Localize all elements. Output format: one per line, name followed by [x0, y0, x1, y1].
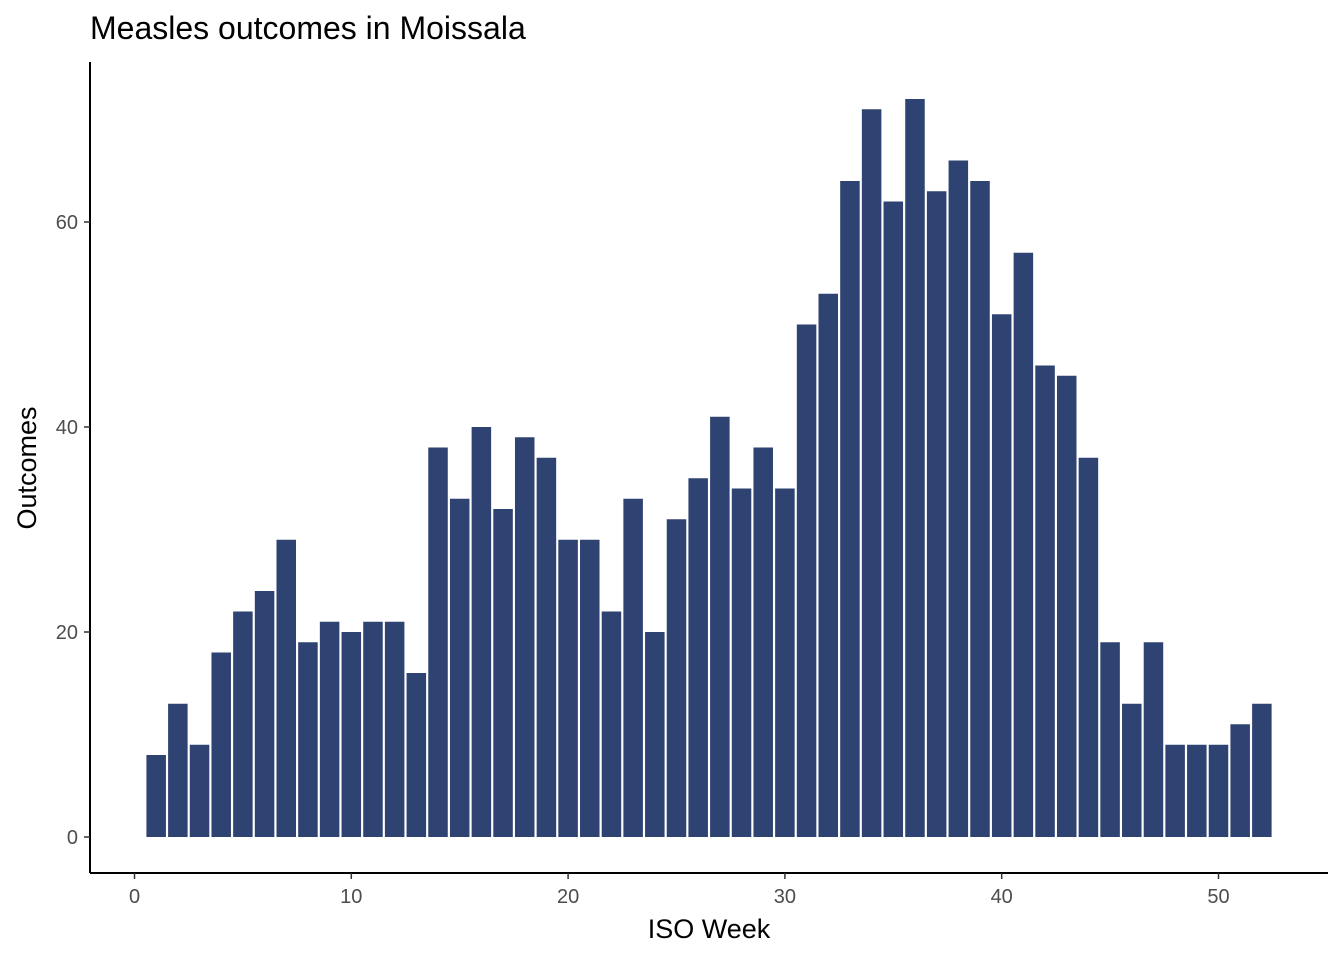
- bar-week-26: [688, 478, 708, 837]
- x-tick-label: 50: [1207, 886, 1229, 908]
- bar-week-46: [1122, 703, 1142, 837]
- bar-week-3: [189, 744, 210, 837]
- bar-week-13: [406, 673, 427, 837]
- bar-week-17: [493, 509, 513, 837]
- bar-week-10: [341, 632, 362, 837]
- bar-week-16: [471, 427, 492, 837]
- bar-week-9: [319, 621, 340, 837]
- bar-week-31: [796, 324, 817, 837]
- x-tick-label: 0: [129, 886, 140, 908]
- bar-week-7: [276, 539, 297, 837]
- bar-week-30: [775, 488, 795, 837]
- bar-week-41: [1013, 252, 1034, 837]
- bar-week-52: [1252, 703, 1272, 837]
- bar-week-11: [363, 621, 383, 837]
- bar-week-25: [666, 519, 687, 837]
- bar-week-42: [1035, 365, 1055, 837]
- axes-group: 0 10 20 30 40 50 0 20 40 60: [56, 62, 1328, 908]
- bar-week-12: [384, 621, 405, 837]
- y-tick-label: 40: [56, 417, 78, 439]
- bar-week-5: [233, 611, 253, 837]
- bar-week-33: [840, 181, 860, 837]
- bar-week-44: [1078, 457, 1099, 837]
- bars-group: [146, 99, 1272, 837]
- bar-week-50: [1208, 744, 1229, 837]
- bar-week-38: [948, 160, 969, 837]
- bar-week-28: [731, 488, 752, 837]
- x-tick-label: 30: [774, 886, 796, 908]
- bar-week-1: [146, 755, 166, 837]
- bar-week-4: [211, 652, 231, 837]
- bar-week-20: [558, 539, 578, 837]
- bar-week-14: [428, 447, 448, 837]
- bar-week-34: [861, 109, 882, 837]
- bar-week-8: [298, 642, 318, 837]
- bar-week-19: [536, 457, 557, 837]
- bar-week-22: [601, 611, 622, 837]
- bar-week-36: [905, 99, 925, 837]
- bar-week-48: [1165, 744, 1185, 837]
- bar-week-27: [710, 416, 730, 837]
- bar-week-24: [645, 632, 665, 837]
- bar-week-43: [1056, 375, 1077, 837]
- bar-week-37: [926, 191, 947, 837]
- y-tick-label: 60: [56, 212, 78, 234]
- bar-week-2: [168, 703, 188, 837]
- bar-week-32: [818, 293, 839, 837]
- bar-week-15: [449, 498, 470, 837]
- x-tick-label: 40: [991, 886, 1013, 908]
- y-axis-title: Outcomes: [12, 406, 42, 529]
- bar-week-51: [1230, 724, 1250, 837]
- y-tick-label: 0: [67, 827, 78, 849]
- bar-week-45: [1100, 642, 1120, 837]
- chart-title: Measles outcomes in Moissala: [90, 10, 526, 46]
- bar-week-40: [991, 314, 1012, 837]
- x-tick-label: 20: [557, 886, 579, 908]
- bar-week-47: [1143, 642, 1164, 837]
- bar-week-23: [623, 498, 643, 837]
- bar-week-39: [970, 181, 990, 837]
- bar-week-29: [753, 447, 773, 837]
- bar-week-6: [254, 591, 275, 837]
- x-axis-title: ISO Week: [648, 914, 771, 944]
- bar-week-21: [580, 539, 600, 837]
- bar-week-18: [514, 437, 535, 837]
- bar-week-49: [1187, 744, 1207, 837]
- y-tick-label: 20: [56, 622, 78, 644]
- x-tick-label: 10: [340, 886, 362, 908]
- bar-week-35: [883, 201, 904, 837]
